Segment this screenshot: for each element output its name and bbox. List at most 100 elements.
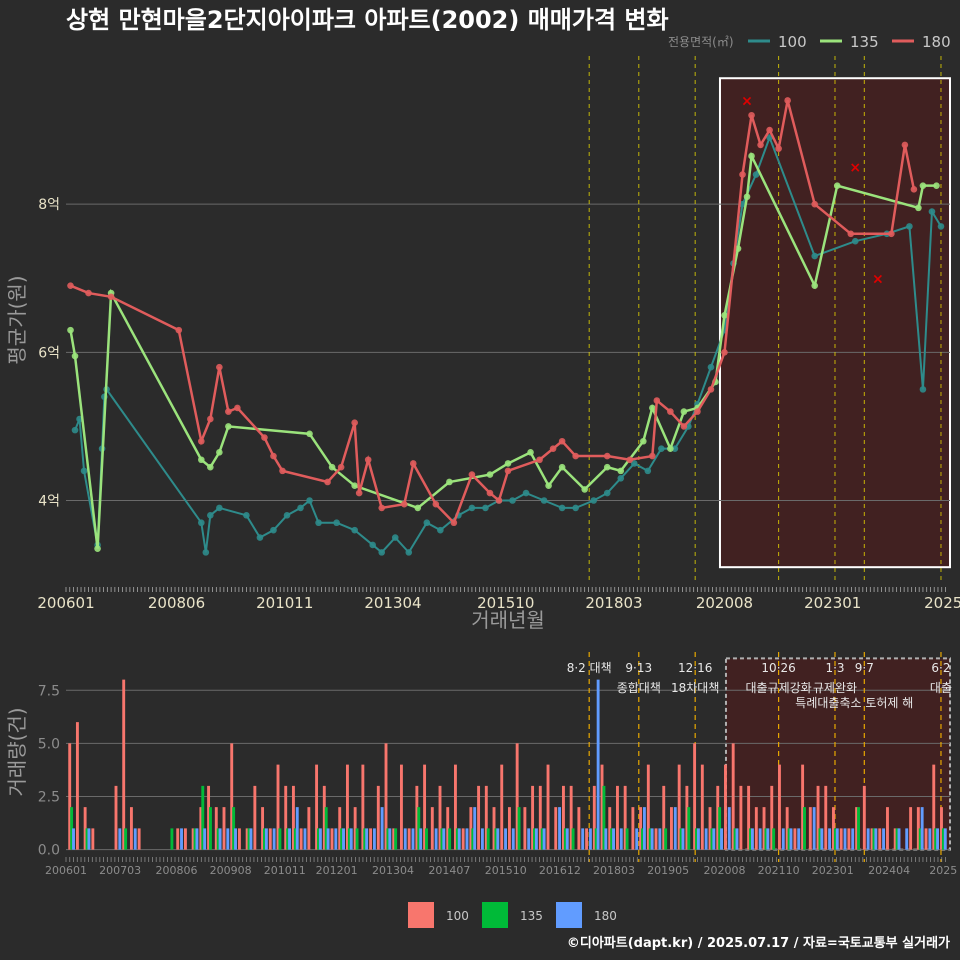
volume-x-tick-label: 201510 <box>485 864 527 877</box>
volume-bar-100 <box>384 743 388 850</box>
volume-bar-100 <box>392 828 396 850</box>
volume-bar-180 <box>527 828 531 850</box>
volume-bar-100 <box>415 785 419 850</box>
volume-bar-100 <box>191 828 195 850</box>
data-point-100 <box>283 512 291 519</box>
volume-bar-100 <box>793 828 797 850</box>
data-point-135 <box>486 471 494 478</box>
volume-bar-135 <box>602 785 606 850</box>
volume-bar-100 <box>623 785 627 850</box>
volume-bar-100 <box>577 807 581 850</box>
data-point-180 <box>468 471 476 478</box>
data-point-135 <box>527 449 534 456</box>
volume-bar-135 <box>803 807 806 850</box>
volume-bar-135 <box>417 807 421 850</box>
volume-bar-100 <box>492 807 496 850</box>
volume-x-tick-label: 201803 <box>593 864 635 877</box>
volume-bar-180 <box>504 828 507 850</box>
event-label: 8·2 대책 <box>567 660 612 675</box>
volume-bar-135 <box>448 828 452 850</box>
volume-bar-100 <box>569 785 573 850</box>
volume-bar-180 <box>750 828 754 850</box>
volume-bar-100 <box>754 807 758 850</box>
data-point-180 <box>270 452 277 460</box>
x-axis-label: 거래년월 <box>471 608 545 632</box>
volume-bar-180 <box>195 828 199 850</box>
data-point-100 <box>572 504 579 512</box>
volume-bar-100 <box>430 807 434 850</box>
data-point-135 <box>915 204 922 212</box>
volume-bar-100 <box>261 807 265 850</box>
volume-bar-100 <box>245 828 249 850</box>
volume-bar-100 <box>268 828 272 850</box>
data-point-180 <box>400 500 408 508</box>
volume-bar-100 <box>531 785 535 850</box>
volume-bar-135 <box>533 828 536 850</box>
volume-bar-135 <box>394 828 398 850</box>
volume-bar-180 <box>403 828 407 850</box>
data-point-100 <box>509 497 516 504</box>
volume-bar-180 <box>365 828 369 850</box>
volume-bar-100 <box>785 807 789 850</box>
volume-bar-100 <box>778 764 781 850</box>
data-point-135 <box>504 460 512 467</box>
volume-bar-135 <box>625 828 629 850</box>
data-point-100 <box>617 474 625 482</box>
legend-top: 전용면적(㎡) 100 135 180 <box>668 33 951 51</box>
volume-bar-100 <box>68 743 72 850</box>
volume-bar-100 <box>399 764 403 850</box>
data-point-180 <box>757 141 764 149</box>
volume-bar-180 <box>457 828 461 850</box>
volume-bar-135 <box>594 828 598 850</box>
volume-x-tick-label: 200703 <box>99 864 141 877</box>
volume-bar-100 <box>523 807 527 850</box>
volume-bar-180 <box>619 828 623 850</box>
volume-bar-180 <box>342 828 345 850</box>
volume-bar-100 <box>924 828 928 850</box>
volume-bar-180 <box>596 679 600 850</box>
volume-bar-135 <box>818 828 822 850</box>
volume-bar-100 <box>600 764 604 850</box>
cancel-marker: × <box>849 160 861 176</box>
volume-x-tick-label: 202110 <box>758 864 800 877</box>
volume-bar-100 <box>538 785 542 850</box>
volume-bar-135 <box>833 828 837 850</box>
volume-bar-180 <box>87 828 91 850</box>
volume-bar-135 <box>263 828 266 850</box>
event-sublabel: 특례대출축소 토허제 해 <box>795 696 913 710</box>
volume-bar-100 <box>708 807 712 850</box>
volume-bar-100 <box>299 828 303 850</box>
volume-bar-135 <box>749 828 752 850</box>
volume-bar-135 <box>209 807 212 850</box>
volume-bar-100 <box>322 785 326 850</box>
volume-bar-100 <box>646 764 650 850</box>
volume-bar-180 <box>797 828 801 850</box>
data-point-135 <box>680 408 688 415</box>
volume-bar-180 <box>781 828 785 850</box>
volume-bar-135 <box>918 828 922 850</box>
volume-bar-135 <box>610 828 614 850</box>
volume-bar-135 <box>718 807 722 850</box>
event-label: 12·16 <box>678 661 712 675</box>
data-point-135 <box>581 486 588 493</box>
volume-bar-100 <box>662 785 666 850</box>
data-point-100 <box>603 489 611 497</box>
volume-bar-180 <box>411 828 415 850</box>
volume-bar-100 <box>230 743 234 850</box>
x-tick-label: 201803 <box>585 594 642 612</box>
volume-panel: 0.0 2.5 5.0 7.5 8·2 대책 9·13 종합대책 12·16 18차대책 10·2… <box>38 652 957 877</box>
x-tick-label: 201510 <box>477 594 534 612</box>
volume-bar-180 <box>264 828 268 850</box>
volume-bar-100 <box>731 743 735 850</box>
legend-swatch-100 <box>408 902 434 928</box>
data-point-100 <box>437 526 444 534</box>
volume-bar-180 <box>828 828 832 850</box>
volume-bar-180 <box>372 828 376 850</box>
volume-bar-100 <box>500 764 504 850</box>
data-point-180 <box>324 478 331 486</box>
data-point-100 <box>558 504 566 512</box>
volume-bar-100 <box>862 785 866 850</box>
volume-bar-135 <box>70 807 74 850</box>
volume-x-tick-label: 2025 <box>929 864 957 877</box>
volume-bar-135 <box>386 828 390 850</box>
